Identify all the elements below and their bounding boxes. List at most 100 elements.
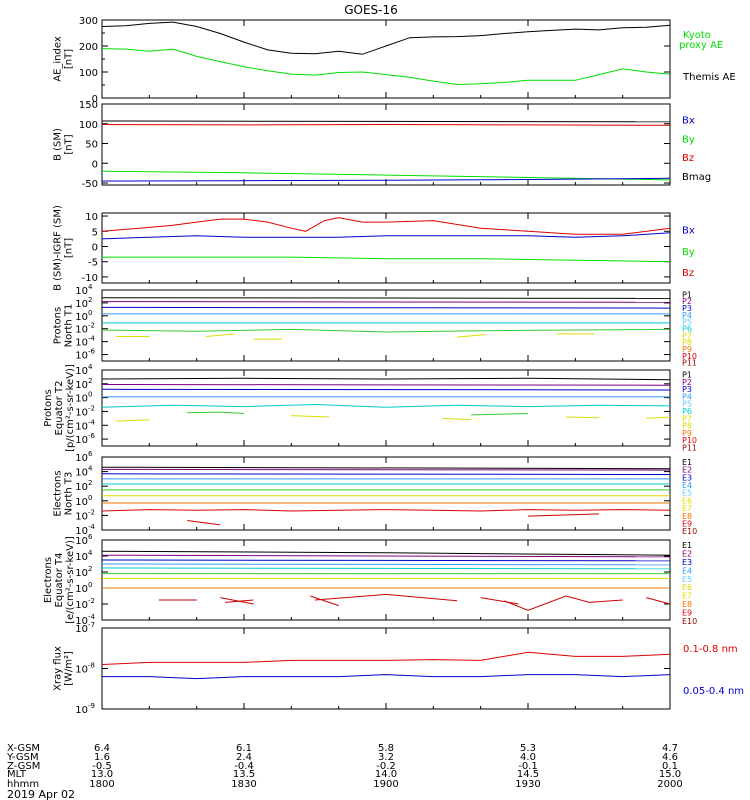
data-segment bbox=[442, 417, 472, 421]
series-line-p1 bbox=[101, 297, 671, 299]
y-tick-exponent: 6 bbox=[88, 533, 93, 541]
y-axis-label: B (SM) bbox=[53, 128, 64, 161]
x-axis-value: 13.5 bbox=[233, 769, 255, 780]
data-segment bbox=[456, 334, 486, 338]
data-segment bbox=[187, 520, 221, 526]
y-tick-label: 10 bbox=[75, 482, 88, 493]
y-tick-label: 10 bbox=[75, 312, 88, 323]
y-axis-label: Protons bbox=[53, 307, 64, 344]
x-axis-row-label: MLT bbox=[7, 769, 27, 780]
x-axis-group: X-GSM 6.4 6.1 5.8 5.3 4.7 Y-GSM 1.6 2.4 3.2 4.0 4.6… bbox=[6, 743, 683, 790]
y-tick-label: 10 bbox=[75, 552, 88, 563]
y-tick-label: 0 bbox=[92, 94, 98, 105]
series-label: E8 bbox=[682, 600, 692, 609]
y-tick-label: 10 bbox=[75, 366, 88, 377]
series-label: P4 bbox=[682, 392, 692, 401]
y-tick-label: 10 bbox=[75, 468, 88, 479]
series-label: By bbox=[682, 247, 695, 258]
data-segment bbox=[646, 597, 671, 605]
data-segment bbox=[565, 416, 600, 419]
y-tick-exponent: -6 bbox=[88, 432, 96, 440]
x-axis-value: 4.7 bbox=[662, 743, 678, 754]
y-tick-exponent: -4 bbox=[88, 335, 96, 343]
y-tick-exponent: 0 bbox=[88, 581, 92, 589]
series-label: E3 bbox=[682, 473, 692, 482]
y-tick-label: -10 bbox=[82, 273, 98, 284]
series-line-kyoto-proxy-ae bbox=[101, 48, 671, 86]
data-segment bbox=[220, 597, 254, 605]
y-tick-label: 10 bbox=[75, 568, 88, 579]
y-tick-label: 10 bbox=[75, 526, 88, 537]
series-label: Bx bbox=[682, 226, 695, 237]
y-tick-exponent: 0 bbox=[88, 494, 92, 502]
series-label: Kyoto bbox=[683, 30, 711, 41]
y-tick-label: 50 bbox=[85, 140, 98, 151]
y-tick-label: -50 bbox=[82, 179, 98, 190]
series-line-e3 bbox=[101, 559, 671, 562]
x-axis-value: 13.0 bbox=[91, 769, 113, 780]
series-line-e2 bbox=[101, 554, 671, 558]
y-axis-label: North T1 bbox=[64, 304, 75, 348]
x-axis-value: 14.0 bbox=[375, 769, 397, 780]
series-label: E2 bbox=[682, 550, 692, 559]
x-axis-value: 14.5 bbox=[517, 769, 539, 780]
series-label: E1 bbox=[682, 541, 692, 550]
y-tick-exponent: -2 bbox=[88, 597, 95, 605]
chart-title: GOES-16 bbox=[344, 3, 398, 17]
x-axis-value: 1830 bbox=[231, 779, 256, 790]
series-label: E8 bbox=[682, 512, 692, 521]
y-tick-label: 10 bbox=[75, 421, 88, 432]
y-axis-label: [p/(cm²-s-sr-keV)] bbox=[65, 364, 76, 452]
data-segment bbox=[116, 419, 150, 422]
series-line-e1 bbox=[101, 466, 671, 470]
y-tick-exponent: 2 bbox=[88, 565, 92, 573]
y-axis-label: Equator T2 bbox=[54, 381, 65, 436]
panel-frame bbox=[101, 103, 671, 186]
x-axis-row-label: Z-GSM bbox=[7, 761, 40, 772]
y-tick-exponent: 4 bbox=[88, 465, 93, 473]
y-tick-label: 10 bbox=[75, 511, 88, 522]
series-label: By bbox=[682, 134, 695, 145]
series-line-by bbox=[102, 256, 671, 263]
series-line-p6 bbox=[101, 403, 671, 408]
series-label: E5 bbox=[682, 489, 692, 498]
y-tick-exponent: 6 bbox=[88, 450, 93, 458]
y-tick-exponent: -4 bbox=[88, 613, 96, 621]
panel-frame bbox=[101, 627, 671, 710]
series-label: P11 bbox=[682, 443, 697, 452]
x-axis-row-label: X-GSM bbox=[7, 743, 40, 754]
series-label: E5 bbox=[682, 575, 692, 584]
y-tick-label: 300 bbox=[79, 16, 98, 27]
x-axis-value: -0.1 bbox=[518, 761, 538, 772]
y-tick-label: 100 bbox=[79, 120, 98, 131]
y-tick-exponent: -7 bbox=[88, 621, 95, 629]
y-axis-label: B (SM)-IGRF (SM) bbox=[53, 205, 64, 291]
y-tick-label: 0 bbox=[92, 159, 98, 170]
series-line-e4 bbox=[101, 563, 671, 566]
x-axis-value: -0.4 bbox=[234, 761, 254, 772]
series-label: E2 bbox=[682, 466, 692, 475]
y-tick-exponent: -4 bbox=[88, 523, 96, 531]
series-label: Bz bbox=[682, 153, 694, 164]
y-tick-label: 150 bbox=[79, 100, 98, 111]
series-line-p7 bbox=[187, 411, 245, 414]
y-axis-label: Xray flux bbox=[53, 646, 64, 691]
data-segment bbox=[225, 599, 254, 603]
x-axis-value: -0.2 bbox=[376, 761, 396, 772]
panel-frame bbox=[101, 369, 671, 447]
series-line-bx bbox=[101, 232, 671, 240]
series-line-e5 bbox=[101, 567, 671, 570]
series-label: P3 bbox=[682, 304, 692, 313]
y-tick-exponent: 0 bbox=[88, 309, 92, 317]
y-axis-label: Electrons bbox=[53, 470, 64, 516]
series-label: P8 bbox=[682, 422, 692, 431]
series-line-bz bbox=[101, 217, 671, 235]
y-tick-exponent: -6 bbox=[88, 348, 96, 356]
y-tick-label: 10 bbox=[75, 600, 88, 611]
x-axis-value: 2.4 bbox=[236, 752, 252, 763]
data-segment bbox=[504, 595, 623, 611]
y-axis-label: North T3 bbox=[64, 472, 75, 516]
y-tick-exponent: 4 bbox=[88, 283, 93, 291]
